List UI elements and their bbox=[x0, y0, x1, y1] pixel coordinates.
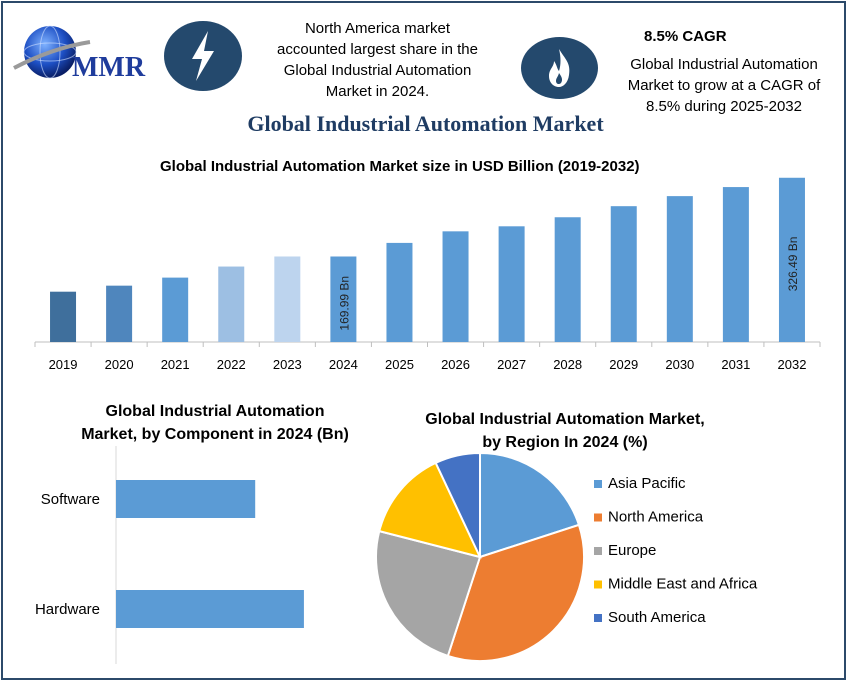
x-tick-label: 2022 bbox=[217, 357, 246, 372]
bar-2027 bbox=[498, 226, 525, 342]
region-title-line: Global Industrial Automation Market, bbox=[425, 411, 705, 428]
y-category-label: Hardware bbox=[35, 601, 100, 618]
region-note-line: Market in 2024. bbox=[325, 83, 430, 100]
x-tick-label: 2020 bbox=[105, 357, 134, 372]
x-tick-label: 2030 bbox=[665, 357, 694, 372]
region-note-line: North America market bbox=[304, 20, 451, 37]
bar-software bbox=[116, 480, 256, 518]
bar-2021 bbox=[162, 277, 189, 342]
legend-label: Europe bbox=[608, 542, 656, 559]
bar-2028 bbox=[554, 217, 581, 342]
x-tick-label: 2031 bbox=[721, 357, 750, 372]
bar-2019 bbox=[50, 291, 77, 342]
y-category-label: Software bbox=[41, 491, 100, 508]
cagr-note-line: 8.5% during 2025-2032 bbox=[646, 98, 802, 115]
x-tick-label: 2028 bbox=[553, 357, 582, 372]
x-tick-label: 2024 bbox=[329, 357, 358, 372]
bar-data-label: 169.99 Bn bbox=[337, 276, 351, 331]
legend-label: Middle East and Africa bbox=[608, 576, 758, 593]
bar-2023 bbox=[274, 256, 301, 342]
component-chart-title: Global Industrial Automation Market, by … bbox=[35, 400, 395, 446]
bar-2032 bbox=[778, 177, 805, 342]
pie-slice-south-america bbox=[434, 451, 481, 558]
legend-swatch bbox=[594, 547, 602, 555]
region-note: North America market accounted largest s… bbox=[250, 18, 505, 102]
component-title-line: Market, by Component in 2024 (Bn) bbox=[81, 426, 349, 443]
cagr-note-line: Market to grow at a CAGR of bbox=[627, 77, 821, 94]
legend-swatch bbox=[594, 480, 602, 488]
lightning-circle bbox=[164, 21, 242, 91]
lightning-bolt-icon bbox=[192, 31, 214, 81]
x-tick-label: 2029 bbox=[609, 357, 638, 372]
main-title: Global Industrial Automation Market bbox=[247, 111, 604, 136]
x-tick-label: 2032 bbox=[778, 357, 807, 372]
component-bar-chart: Software Hardware bbox=[35, 446, 304, 664]
market-size-bar-chart: 2019 2020 2021 2022 2023 2024 2025 2026 2027 2028… bbox=[34, 177, 821, 372]
pie-slice-north-america bbox=[446, 523, 585, 662]
x-tick-label: 2027 bbox=[497, 357, 526, 372]
flame-icon bbox=[549, 49, 570, 87]
x-tick-label: 2019 bbox=[49, 357, 78, 372]
legend-swatch bbox=[594, 513, 602, 522]
bar-2029 bbox=[610, 206, 637, 342]
legend-swatch bbox=[594, 580, 602, 589]
bar-2026 bbox=[442, 231, 469, 342]
region-chart-title: Global Industrial Automation Market, by … bbox=[395, 408, 735, 454]
legend-label: Asia Pacific bbox=[608, 475, 686, 492]
bar-chart-title: Global Industrial Automation Market size… bbox=[160, 158, 640, 175]
bar-2022 bbox=[218, 266, 245, 342]
flame-circle bbox=[521, 37, 598, 99]
bar-data-label: 326.49 Bn bbox=[786, 237, 800, 292]
cagr-title: 8.5% CAGR bbox=[644, 28, 727, 45]
pie-slice-middle-east-and-africa bbox=[378, 461, 482, 559]
mmr-logo: MMR bbox=[13, 25, 146, 83]
bar-2024 bbox=[330, 256, 357, 342]
pie-slice-asia-pacific bbox=[479, 451, 581, 559]
x-tick-label: 2025 bbox=[385, 357, 414, 372]
bar-2030 bbox=[666, 196, 693, 342]
pie-slice-europe bbox=[375, 529, 482, 658]
legend-label: North America bbox=[608, 509, 704, 526]
x-tick-label: 2026 bbox=[441, 357, 470, 372]
bar-2020 bbox=[106, 285, 133, 342]
bar-hardware bbox=[116, 590, 304, 628]
legend-swatch bbox=[594, 614, 602, 622]
bar-2025 bbox=[386, 242, 413, 342]
logo-text: MMR bbox=[72, 52, 146, 83]
component-title-line: Global Industrial Automation bbox=[105, 403, 325, 420]
cagr-note: Global Industrial Automation Market to g… bbox=[605, 54, 843, 117]
region-note-line: accounted largest share in the bbox=[277, 41, 478, 58]
region-pie-chart: Asia Pacific North America Europe Middle Ea… bbox=[375, 451, 758, 662]
legend-label: South America bbox=[608, 609, 706, 626]
region-title-line: by Region In 2024 (%) bbox=[482, 434, 648, 451]
bar-2031 bbox=[722, 187, 749, 342]
x-tick-label: 2023 bbox=[273, 357, 302, 372]
x-tick-label: 2021 bbox=[161, 357, 190, 372]
cagr-note-line: Global Industrial Automation bbox=[630, 56, 818, 73]
region-note-line: Global Industrial Automation bbox=[283, 62, 472, 79]
